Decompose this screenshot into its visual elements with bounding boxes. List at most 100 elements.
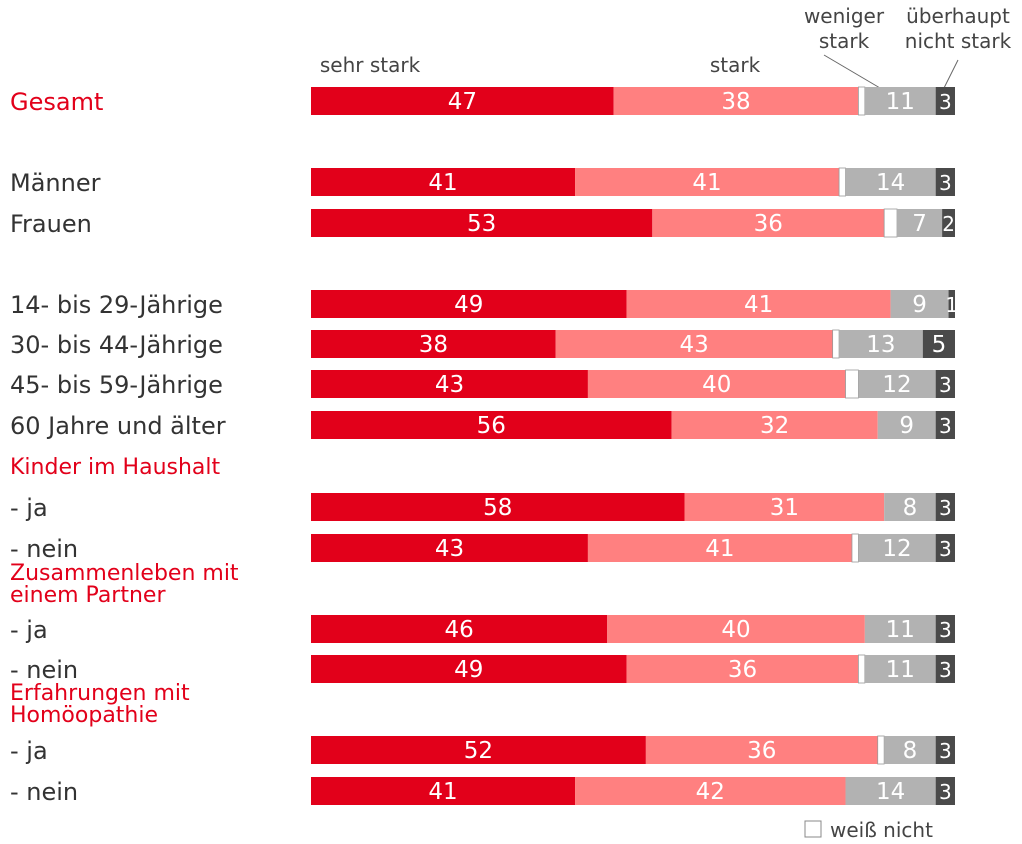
data-label-sehr-stark: 43 [435, 536, 464, 562]
bar-segment-weniger-stark [864, 615, 936, 643]
data-label-ueberhaupt-nicht-stark: 3 [939, 171, 952, 195]
row-label: - ja [10, 616, 48, 644]
bar-segment-weiss-nicht [858, 86, 866, 116]
legend-labels: sehr stark stark weniger stark überhaupt… [320, 4, 1012, 89]
data-label-sehr-stark: 56 [477, 413, 506, 439]
legend-swatch-weiss-nicht [804, 820, 822, 838]
data-label-weniger-stark: 14 [876, 170, 905, 196]
group-heading: einem Partner [10, 583, 166, 608]
bar-segment-stark [652, 209, 885, 237]
bar-segment-weniger-stark [877, 411, 936, 439]
data-label-stark: 38 [721, 89, 750, 115]
leader-line-ueberhaupt [943, 59, 959, 89]
bar-segment-weniger-stark [864, 655, 936, 683]
bar-segment-ueberhaupt-nicht-stark [935, 534, 955, 562]
row-label: Frauen [10, 210, 92, 238]
bar-segment-sehr-stark [311, 777, 576, 805]
bar-segment-weniger-stark [897, 209, 943, 237]
group-heading: Zusammenleben mit [10, 561, 239, 586]
row-label: Männer [10, 169, 101, 197]
row-label: - ja [10, 737, 48, 765]
data-label-stark: 40 [721, 617, 750, 643]
group-heading: Erfahrungen mit [10, 681, 190, 706]
data-label-weniger-stark: 11 [886, 657, 915, 683]
bar-segment-ueberhaupt-nicht-stark [935, 411, 955, 439]
bar-segment-sehr-stark [311, 290, 627, 318]
data-label-sehr-stark: 52 [464, 738, 493, 764]
row-label: - nein [10, 778, 78, 806]
data-label-ueberhaupt-nicht-stark: 3 [939, 780, 952, 804]
bar-row: 45- bis 59-Jährige 43 40 12 3 [10, 369, 955, 399]
data-label-weniger-stark: 14 [876, 779, 905, 805]
bar-segment-stark [555, 330, 833, 358]
bar-segment-weniger-stark [858, 534, 936, 562]
data-label-stark: 42 [696, 779, 725, 805]
data-label-sehr-stark: 38 [419, 332, 448, 358]
data-label-weniger-stark: 7 [912, 211, 927, 237]
bar-segment-stark [607, 615, 865, 643]
bar-row: - nein 43 41 12 3 [10, 533, 955, 563]
row-label: 45- bis 59-Jährige [10, 371, 223, 399]
bar-segment-weniger-stark [839, 330, 923, 358]
bar-segment-sehr-stark [311, 330, 556, 358]
bar-segment-ueberhaupt-nicht-stark [935, 168, 955, 196]
bar-segment-weniger-stark [845, 168, 936, 196]
bar-segment-weniger-stark [884, 736, 936, 764]
legend-stark: stark [710, 53, 761, 77]
legend-ueberhaupt-line2: nicht stark [905, 29, 1012, 53]
bar-segment-weiss-nicht [858, 654, 866, 684]
bar-segment-sehr-stark [311, 411, 672, 439]
data-label-stark: 36 [728, 657, 757, 683]
bar-segment-stark [671, 411, 878, 439]
bar-segment-weiss-nicht [832, 329, 840, 359]
bar-segment-ueberhaupt-nicht-stark [948, 290, 955, 318]
data-label-sehr-stark: 41 [428, 170, 457, 196]
bar-segment-stark [587, 370, 846, 398]
bar-segment-sehr-stark [311, 87, 614, 115]
data-label-stark: 32 [760, 413, 789, 439]
data-label-ueberhaupt-nicht-stark: 5 [932, 332, 947, 358]
bar-segment-sehr-stark [311, 615, 608, 643]
data-label-ueberhaupt-nicht-stark: 3 [939, 537, 952, 561]
bar-segment-sehr-stark [311, 534, 588, 562]
legend-ueberhaupt-line1: überhaupt [906, 4, 1010, 28]
data-label-sehr-stark: 58 [483, 495, 512, 521]
bar-row: - ja 58 31 8 3 [10, 493, 955, 522]
row-label: Gesamt [10, 88, 103, 116]
data-label-ueberhaupt-nicht-stark: 3 [939, 90, 952, 114]
data-label-weniger-stark: 13 [866, 332, 895, 358]
bar-segment-sehr-stark [311, 370, 588, 398]
data-label-stark: 41 [692, 170, 721, 196]
bar-segment-stark [587, 534, 852, 562]
data-label-ueberhaupt-nicht-stark: 3 [939, 618, 952, 642]
bar-segment-weniger-stark [845, 777, 936, 805]
legend-weniger-stark-line2: stark [819, 29, 870, 53]
bar-segment-stark [626, 290, 891, 318]
data-label-stark: 43 [680, 332, 709, 358]
bar-segment-sehr-stark [311, 168, 576, 196]
bar-row: 30- bis 44-Jährige 38 43 13 5 [10, 329, 955, 359]
legend-weiss-nicht-label: weiß nicht [830, 818, 933, 842]
data-label-ueberhaupt-nicht-stark: 3 [939, 373, 952, 397]
data-label-weniger-stark: 8 [903, 495, 918, 521]
bar-segment-sehr-stark [311, 493, 685, 521]
bar-row: - nein 41 42 14 3 [10, 777, 955, 806]
bar-segment-sehr-stark [311, 655, 627, 683]
bar-row: - ja 52 36 8 3 [10, 735, 955, 765]
bar-segment-ueberhaupt-nicht-stark [935, 615, 955, 643]
bar-row: - nein 49 36 11 3 [10, 654, 955, 684]
bar-segment-weniger-stark [884, 493, 936, 521]
bar-segment-stark [645, 736, 878, 764]
bar-segment-weiss-nicht [877, 735, 885, 765]
data-label-weniger-stark: 11 [886, 617, 915, 643]
row-label: - nein [10, 535, 78, 563]
data-label-weniger-stark: 8 [903, 738, 918, 764]
group-heading: Homöopathie [10, 703, 158, 728]
data-label-ueberhaupt-nicht-stark: 3 [939, 739, 952, 763]
data-label-weniger-stark: 9 [912, 292, 927, 318]
data-label-stark: 41 [705, 536, 734, 562]
data-label-ueberhaupt-nicht-stark: 3 [939, 496, 952, 520]
bar-segment-ueberhaupt-nicht-stark [935, 87, 955, 115]
data-label-stark: 40 [702, 372, 731, 398]
